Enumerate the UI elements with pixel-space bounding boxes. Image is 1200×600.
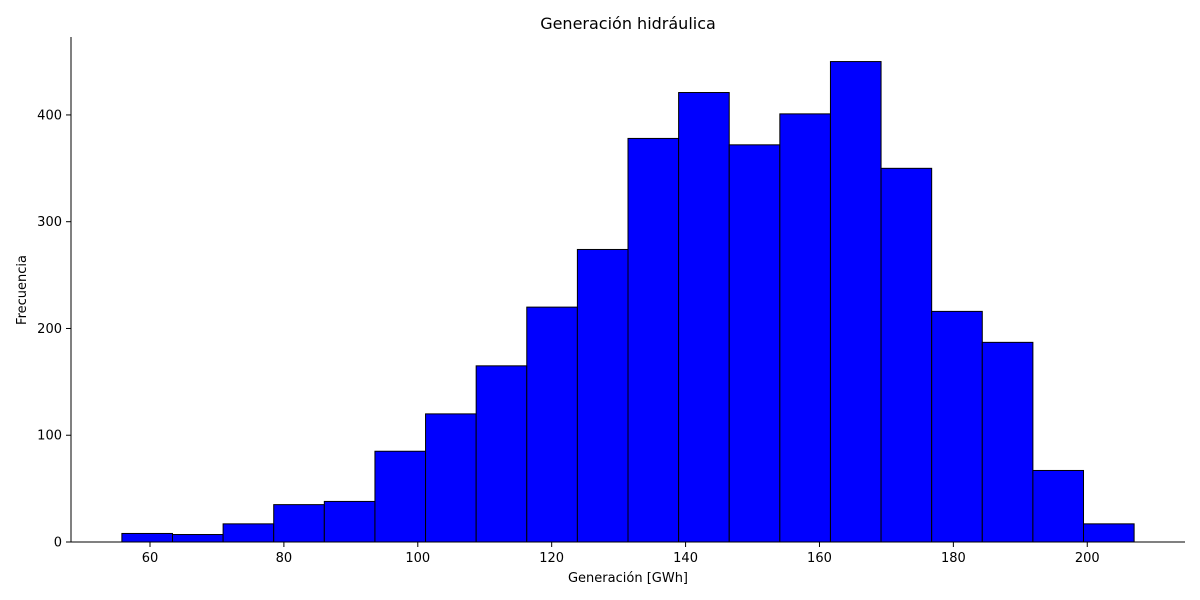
histogram-bar (121, 532, 173, 543)
histogram-bar (728, 144, 781, 543)
histogram-bar (273, 504, 325, 543)
x-tick-label: 160 (807, 551, 832, 566)
histogram-bar (1032, 469, 1085, 543)
histogram-bar (829, 61, 882, 543)
x-tick-label: 60 (142, 551, 159, 566)
histogram-bar (576, 248, 629, 543)
histogram-bar (475, 365, 528, 543)
x-tick-label: 100 (405, 551, 430, 566)
histogram-bar (678, 92, 730, 543)
x-tick-label: 80 (276, 551, 293, 566)
x-tick-label: 140 (673, 551, 698, 566)
y-tick-label: 100 (37, 429, 62, 444)
y-tick-label: 200 (37, 322, 62, 337)
histogram-bar (880, 167, 933, 543)
histogram-bar (1083, 523, 1135, 543)
x-axis-title: Generación [GWh] (568, 571, 688, 586)
y-tick-label: 400 (37, 108, 62, 123)
histogram-bar (374, 450, 427, 543)
histogram-bar (222, 523, 275, 543)
histogram-bar (627, 137, 680, 543)
histogram-bar (779, 113, 831, 543)
x-tick-label: 180 (941, 551, 966, 566)
histogram-bar (323, 500, 376, 543)
histogram-bar (931, 310, 983, 543)
x-tick-label: 200 (1075, 551, 1100, 566)
y-tick-label: 0 (54, 536, 62, 551)
chart-title: Generación hidráulica (540, 14, 716, 33)
histogram-bar (425, 413, 477, 543)
y-axis-title: Frecuencia (15, 255, 30, 325)
histogram-bar (526, 306, 578, 543)
histogram-bar (171, 534, 224, 543)
x-tick-label: 120 (539, 551, 564, 566)
x-axis-ticks: 60 80 100 120 140 160 180 200 (142, 542, 1100, 566)
histogram-bar (981, 341, 1034, 543)
y-tick-label: 300 (37, 215, 62, 230)
y-axis-ticks: 0 100 200 300 400 (37, 108, 71, 551)
bars-group (121, 61, 1135, 543)
